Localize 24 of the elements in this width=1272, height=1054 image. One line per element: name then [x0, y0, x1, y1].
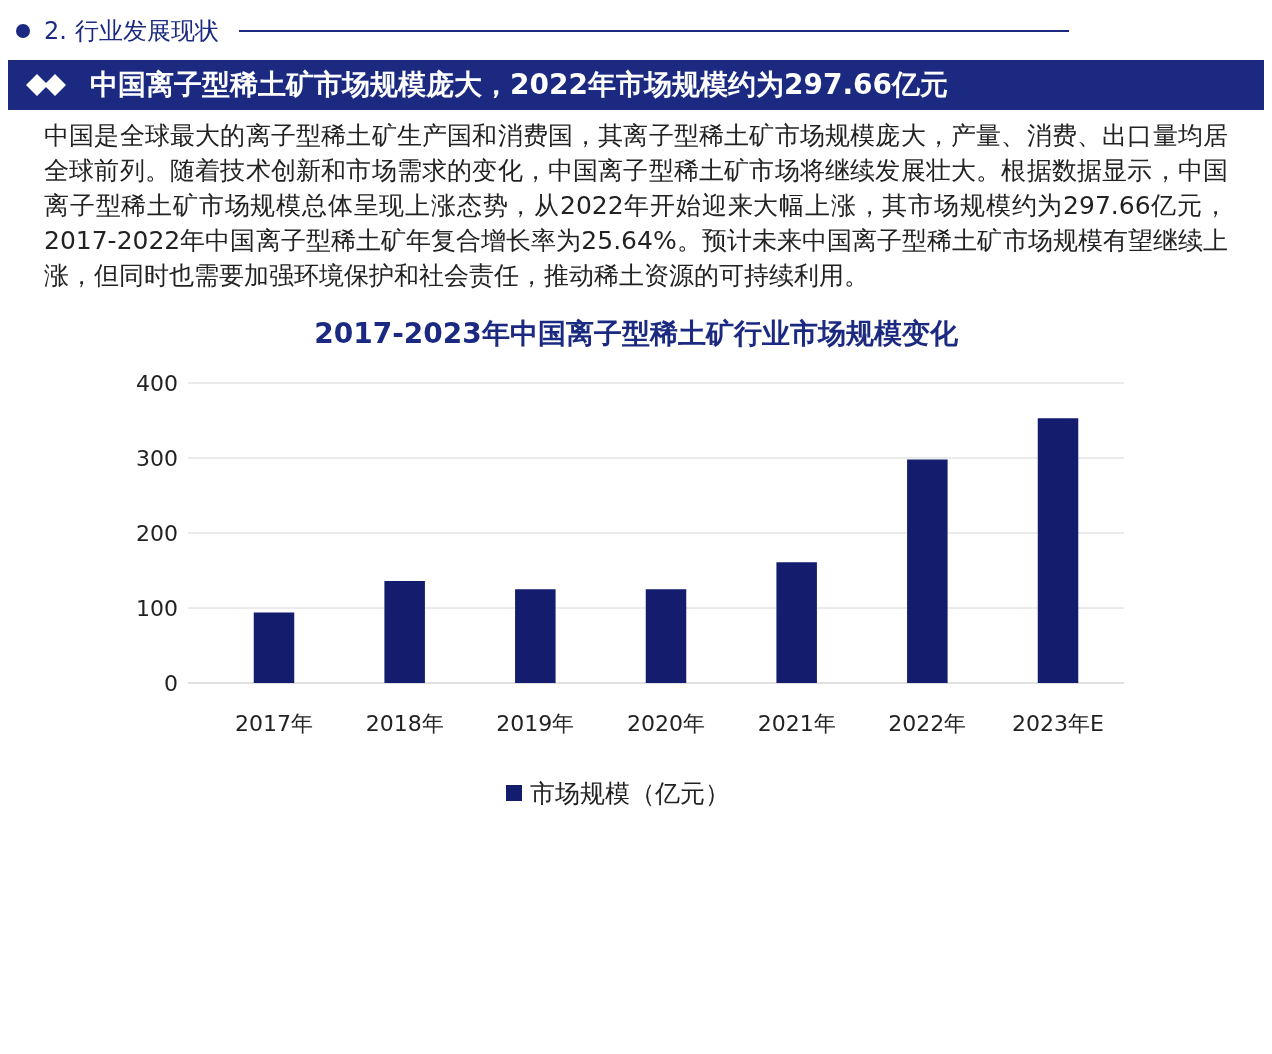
chart-title: 2017-2023年中国离子型稀土矿行业市场规模变化: [314, 317, 959, 350]
bar: [907, 459, 948, 683]
bar: [253, 612, 295, 683]
legend-label: 市场规模（亿元）: [530, 778, 730, 808]
y-tick-label: 400: [136, 370, 178, 396]
x-tick-label: 2021年: [757, 711, 836, 736]
x-tick-label: 2017年: [234, 711, 313, 736]
x-tick-label: 2018年: [365, 711, 444, 736]
x-tick-label: 2022年: [888, 711, 967, 736]
y-tick-label: 0: [164, 670, 178, 696]
bar: [384, 581, 425, 683]
bar: [1037, 418, 1079, 683]
y-tick-label: 300: [136, 445, 178, 471]
x-tick-label: 2023年E: [1012, 711, 1104, 736]
bar: [776, 562, 817, 683]
bar: [515, 589, 556, 683]
text: 中国离子型稀土矿市场规模庞大，2022年市场规模约为297.66亿元: [90, 67, 948, 103]
bar: [645, 589, 687, 683]
text: 中国是全球最大的离子型稀土矿生产国和消费国，其离子型稀土矿市场规模庞大，产量、消费、出口量均居全球前列。随着技术创新和市场需求的变化，中国离子型稀土矿市场将继续发展壮大。根据数据显示，中国离子型稀土矿市场规模总体呈现上涨态势，从2022年开始迎来大幅上涨，其市场规模约为297.66亿元，2017-2022年中国离子型稀土矿年复合增长率为25.64%。预计未来中国离子型稀土矿市场规模有望继续上涨，但同时也需要加强环境保护和社会责任，推动稀土资源的可持续利用。: [43, 120, 1229, 292]
text: 2. 行业发展现状: [44, 16, 219, 47]
x-tick-label: 2019年: [496, 711, 575, 736]
x-tick-label: 2020年: [627, 711, 705, 736]
y-tick-label: 100: [136, 595, 178, 621]
y-tick-label: 200: [136, 520, 178, 546]
